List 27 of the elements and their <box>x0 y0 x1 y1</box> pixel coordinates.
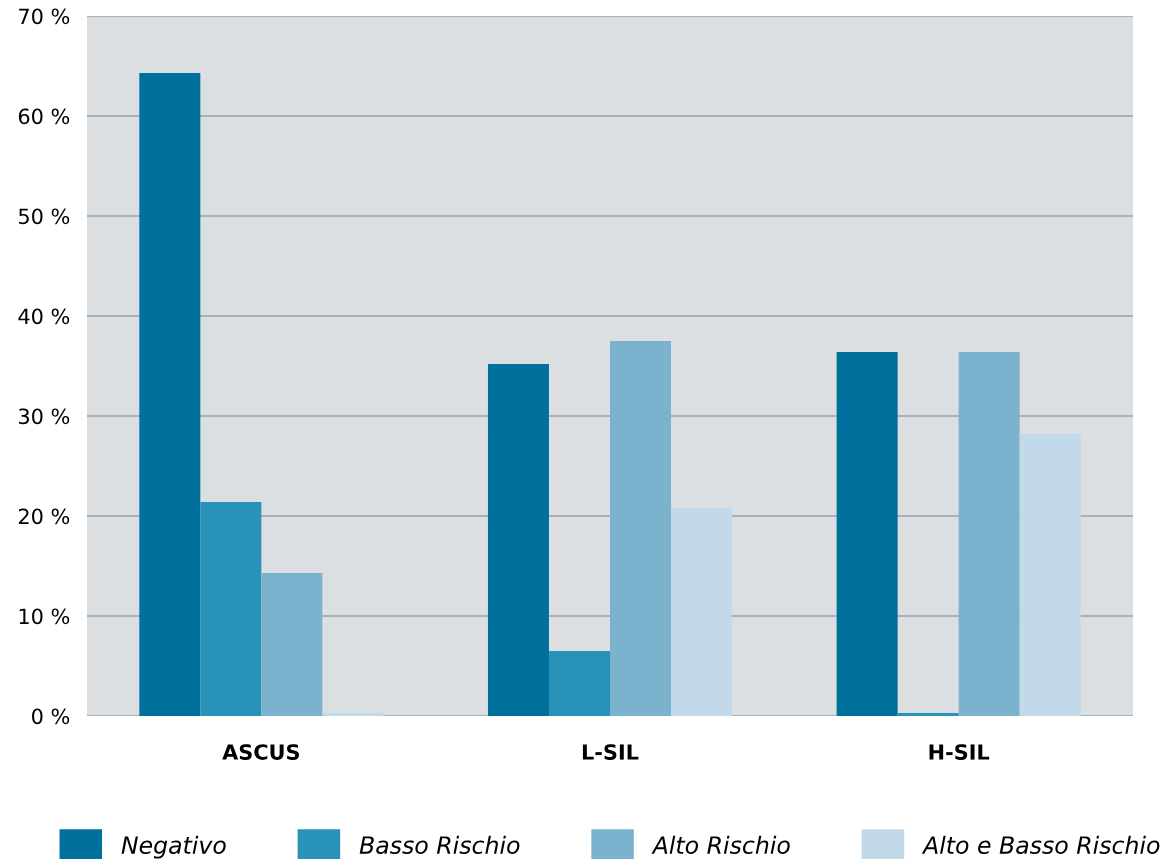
bar <box>548 651 610 716</box>
bar <box>261 573 323 716</box>
legend-label: Alto e Basso Rischio <box>921 835 1160 854</box>
bar <box>671 508 733 716</box>
bar <box>836 352 898 716</box>
x-tick-label: H-SIL <box>929 744 990 760</box>
bar <box>897 713 959 716</box>
y-tick-label: 30 % <box>19 408 70 425</box>
y-tick-label: 0 % <box>32 708 70 725</box>
bar <box>139 73 201 716</box>
bar <box>487 364 549 716</box>
y-tick-label: 20 % <box>18 508 70 525</box>
y-tick-label: 50 % <box>19 208 70 225</box>
y-tick-label: 70 % <box>19 8 70 25</box>
bar <box>322 713 384 716</box>
y-tick-label: 10 % <box>19 608 70 625</box>
x-tick-label: ASCUS <box>222 744 299 760</box>
y-tick-label: 40 % <box>18 308 70 325</box>
bar <box>610 341 672 716</box>
bar <box>1019 434 1081 716</box>
legend-label: Negativo <box>121 835 226 859</box>
legend-label: Basso Rischio <box>359 835 520 854</box>
y-tick-label: 60 % <box>18 108 70 125</box>
legend-label: Alto Rischio <box>651 835 790 854</box>
bar <box>958 352 1020 716</box>
bar <box>200 502 262 716</box>
x-tick-label: L-SIL <box>582 744 639 760</box>
